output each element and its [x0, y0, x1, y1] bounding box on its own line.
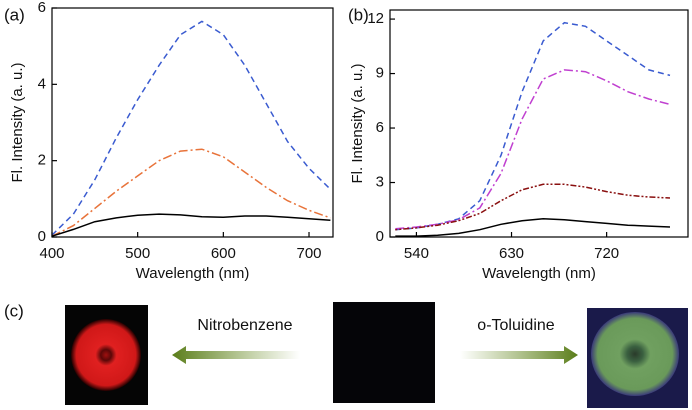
line-series [395, 218, 671, 237]
plot-frame [51, 7, 334, 238]
line-series [51, 148, 331, 237]
line-series [395, 21, 671, 231]
arrow-right [460, 346, 578, 364]
line-series [395, 183, 671, 231]
red-spot [71, 319, 141, 391]
x-tick-label: 630 [499, 245, 524, 262]
y-tick-label: 4 [38, 75, 46, 92]
arrow-left [172, 346, 300, 364]
x-axis-label: Wavelength (nm) [136, 265, 250, 282]
line-series [51, 213, 331, 237]
arrow-label: o-Toluidine [477, 317, 554, 334]
panel-label: (c) [4, 301, 24, 320]
y-axis-label: Fl. Intensity (a. u.) [9, 62, 26, 182]
y-tick-label: 9 [376, 65, 384, 82]
y-axis-label: Fl. Intensity (a. u.) [349, 63, 366, 183]
y-tick-label: 3 [376, 173, 384, 190]
x-tick-label: 600 [211, 245, 236, 262]
x-tick-label: 400 [39, 245, 64, 262]
line-series [395, 69, 671, 230]
y-tick-label: 0 [376, 228, 384, 245]
y-tick-label: 12 [367, 10, 384, 27]
photo-blank [333, 302, 435, 403]
y-tick-label: 6 [376, 119, 384, 136]
y-tick-label: 0 [38, 228, 46, 245]
x-tick-label: 700 [296, 245, 321, 262]
panel-c: (c) Nitrobenzene o-Toluidine [4, 301, 688, 408]
panel-label: (b) [348, 5, 369, 24]
x-tick-label: 720 [594, 245, 619, 262]
y-tick-label: 2 [38, 152, 46, 169]
plot-frame [389, 9, 689, 238]
panel-label: (a) [4, 5, 25, 24]
y-tick-label: 6 [38, 0, 46, 16]
x-tick-label: 500 [125, 245, 150, 262]
arrow-label: Nitrobenzene [197, 317, 292, 334]
line-series [51, 20, 331, 236]
x-axis-label: Wavelength (nm) [482, 265, 596, 282]
green-spot [591, 312, 679, 396]
x-tick-label: 540 [404, 245, 429, 262]
